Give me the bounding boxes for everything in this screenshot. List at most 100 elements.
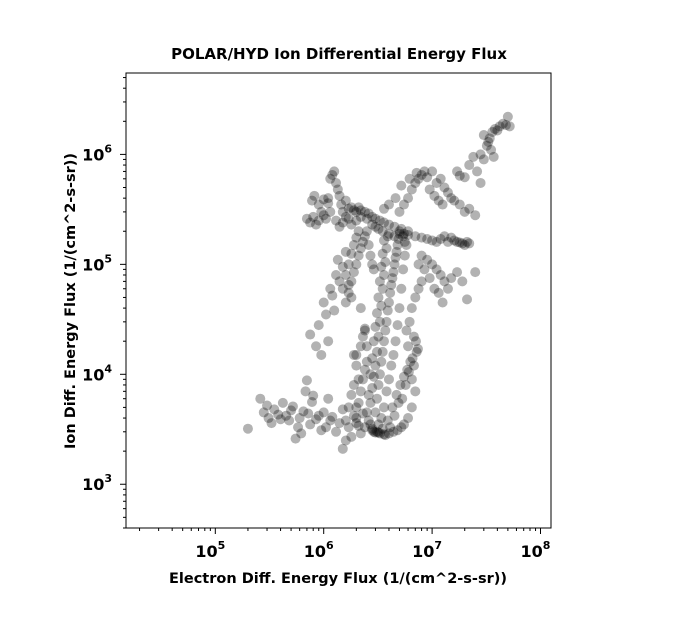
data-point xyxy=(410,292,421,303)
data-point xyxy=(374,215,385,226)
data-point xyxy=(294,413,305,424)
data-point xyxy=(500,120,511,131)
data-point xyxy=(388,349,399,360)
x-tick-label: 105 xyxy=(195,539,225,561)
y-tick-label: 103 xyxy=(82,472,112,494)
data-point xyxy=(308,211,319,222)
data-point xyxy=(323,336,334,347)
data-point xyxy=(393,234,404,245)
data-point xyxy=(394,303,405,314)
data-point xyxy=(408,331,419,342)
data-point xyxy=(343,422,354,433)
data-point xyxy=(484,133,495,144)
data-point xyxy=(286,405,297,416)
data-point xyxy=(439,276,450,287)
data-point xyxy=(334,221,345,232)
data-point xyxy=(266,418,277,429)
data-point xyxy=(398,199,409,210)
data-point xyxy=(403,341,414,352)
data-point xyxy=(383,199,394,210)
data-point xyxy=(390,336,401,347)
data-point xyxy=(429,283,440,294)
data-point xyxy=(305,419,316,430)
data-point xyxy=(355,341,366,352)
data-point xyxy=(379,203,389,214)
data-point xyxy=(374,369,385,380)
data-point xyxy=(355,386,366,397)
data-point xyxy=(396,422,407,433)
data-point xyxy=(410,231,421,242)
data-point xyxy=(481,140,492,151)
data-point xyxy=(307,396,318,407)
data-point xyxy=(305,329,316,340)
data-point xyxy=(359,422,370,433)
data-point xyxy=(351,232,362,243)
data-point xyxy=(416,250,427,261)
data-point xyxy=(389,221,400,232)
data-point xyxy=(337,261,348,272)
data-point xyxy=(497,118,508,129)
data-point xyxy=(494,121,505,132)
data-point xyxy=(313,410,324,421)
data-point xyxy=(308,390,319,401)
data-point xyxy=(391,246,402,257)
data-point xyxy=(371,393,382,404)
data-point xyxy=(452,267,463,278)
data-point xyxy=(486,144,497,155)
data-point xyxy=(401,239,412,250)
data-point xyxy=(381,386,392,397)
data-point xyxy=(337,217,348,228)
data-point xyxy=(380,325,391,336)
data-point xyxy=(437,199,448,210)
data-point xyxy=(365,250,376,261)
data-point xyxy=(396,283,407,294)
data-point xyxy=(346,202,357,213)
y-axis-label: Ion Diff. Energy Flux (1/(cm^2-s-sr)) xyxy=(63,153,79,449)
data-point xyxy=(370,213,381,224)
data-point xyxy=(359,325,370,336)
data-point xyxy=(346,389,357,400)
data-point xyxy=(313,199,324,210)
data-point xyxy=(437,297,448,308)
data-point xyxy=(298,406,309,417)
data-point xyxy=(459,239,470,250)
data-point xyxy=(365,397,376,408)
data-point xyxy=(433,195,444,206)
data-point xyxy=(411,346,422,357)
data-point xyxy=(373,292,384,303)
data-point xyxy=(318,194,329,205)
data-point xyxy=(331,215,342,226)
data-point xyxy=(388,426,399,437)
data-point xyxy=(371,426,382,437)
data-point xyxy=(373,419,384,430)
data-point xyxy=(363,208,374,219)
data-point xyxy=(439,231,450,242)
data-point xyxy=(431,264,442,275)
data-point xyxy=(422,234,433,245)
data-point xyxy=(403,226,414,237)
data-point xyxy=(296,428,307,439)
data-point xyxy=(442,283,453,294)
data-point xyxy=(301,375,312,386)
y-axis-ticks: 103 104 105 106 xyxy=(82,77,126,529)
data-point xyxy=(361,356,372,367)
data-point xyxy=(427,235,438,246)
data-point xyxy=(377,248,388,259)
data-point xyxy=(383,297,394,308)
data-point xyxy=(388,267,399,278)
data-point xyxy=(332,184,343,195)
data-point xyxy=(439,182,450,193)
data-point xyxy=(411,167,422,178)
data-point xyxy=(300,386,311,397)
data-point xyxy=(346,248,357,259)
data-point xyxy=(376,261,387,272)
data-point xyxy=(275,414,286,425)
data-point xyxy=(351,215,362,226)
data-point xyxy=(457,238,468,249)
data-point xyxy=(452,236,463,247)
y-tick-label: 105 xyxy=(82,252,112,274)
data-point xyxy=(331,177,342,188)
data-point xyxy=(363,389,374,400)
x-axis-label: Electron Diff. Energy Flux (1/(cm^2-s-sr… xyxy=(169,571,507,587)
data-point xyxy=(393,397,404,408)
